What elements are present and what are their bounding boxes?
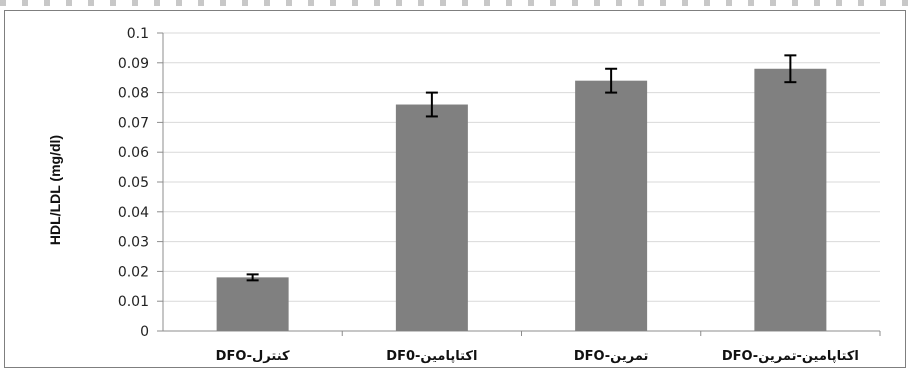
y-axis-title: HDL/LDL (mg/dl) xyxy=(47,135,63,245)
y-tick-label: 0.02 xyxy=(118,264,149,280)
error-bars xyxy=(246,54,797,282)
y-tick-label: 0 xyxy=(140,324,149,340)
bar xyxy=(575,80,648,332)
y-tick-label: 0.09 xyxy=(118,56,149,72)
x-axis-labels: DFO-کنترل DF0-اکتاپامین DFO-تمرین DFO-اکتاپ… xyxy=(216,331,881,364)
y-tick-label: 0.06 xyxy=(118,145,149,161)
y-tick-label: 0.01 xyxy=(118,294,149,310)
y-axis-ticks: 0 0.01 0.02 0.03 0.04 0.05 0.06 0.07 0.08 0.09 0.1 xyxy=(118,26,163,340)
y-tick-label: 0.04 xyxy=(118,205,149,221)
bar xyxy=(754,68,827,331)
bar xyxy=(216,277,289,331)
y-tick-label: 0.07 xyxy=(118,115,149,131)
x-category-label: DFO-اکتاپامین-تمرین xyxy=(722,349,859,364)
y-tick-label: 0.03 xyxy=(118,235,149,251)
y-tick-label: 0.08 xyxy=(118,86,149,102)
x-category-label: DFO-کنترل xyxy=(216,349,290,364)
x-category-label: DFO-تمرین xyxy=(574,349,649,364)
y-tick-label: 0.05 xyxy=(118,175,149,191)
x-category-label: DF0-اکتاپامین xyxy=(386,349,477,364)
bar xyxy=(395,104,468,332)
y-tick-label: 0.1 xyxy=(127,26,149,42)
cropped-top-edge xyxy=(0,0,908,6)
bars xyxy=(216,68,827,332)
